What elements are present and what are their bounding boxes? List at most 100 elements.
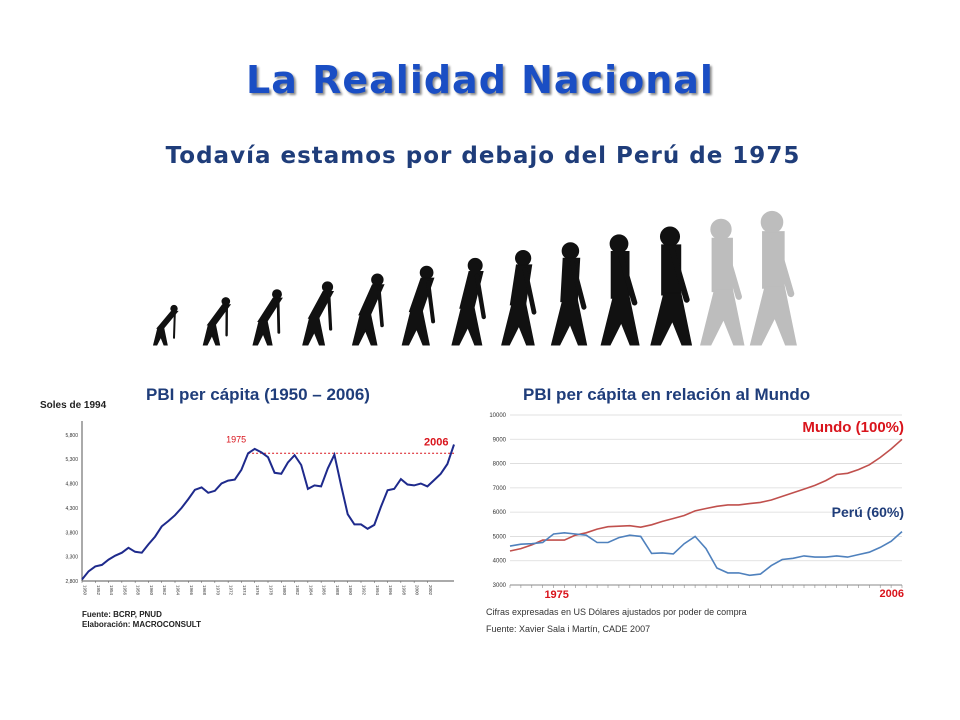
hominid-figure-icon xyxy=(401,265,436,346)
hominid-figure-icon xyxy=(252,289,283,346)
left-x-tick-label: 1970 xyxy=(215,585,220,596)
left-y-tick-label: 4,800 xyxy=(65,482,78,488)
hominid-figure-icon xyxy=(749,210,797,346)
left-x-tick-label: 1982 xyxy=(295,585,300,596)
left-x-tick-label: 1994 xyxy=(375,585,380,596)
figure-arm xyxy=(522,267,537,315)
left-x-tick-label: 1956 xyxy=(122,585,127,596)
page-subtitle: Todavía estamos por debajo del Perú de 1… xyxy=(165,143,801,169)
left-x-tick-label: 1952 xyxy=(96,585,101,596)
figure-head xyxy=(561,242,580,260)
figure-head xyxy=(710,218,732,241)
figure-arm xyxy=(173,312,176,339)
figure-head xyxy=(760,210,784,234)
left-x-tick-label: 1968 xyxy=(202,585,207,596)
figure-head xyxy=(321,281,334,293)
left-y-tick-label: 4,300 xyxy=(65,506,78,512)
annotation-1975: 1975 xyxy=(226,434,246,444)
figure-arm xyxy=(771,234,795,298)
left-x-tick-label: 1960 xyxy=(149,585,154,596)
hominid-figure-icon xyxy=(650,226,693,346)
left-chart-title: PBI per cápita (1950 – 2006) xyxy=(146,385,370,404)
annotation-2006: 2006 xyxy=(424,436,448,448)
right-y-tick-label: 8000 xyxy=(493,462,507,468)
figure-arm xyxy=(569,260,587,310)
human-evolution-silhouettes-icon xyxy=(152,210,797,346)
figure-legs xyxy=(600,295,640,346)
figure-head xyxy=(170,304,178,313)
figure-legs xyxy=(700,288,745,346)
figure-arm xyxy=(669,247,690,303)
figure-legs xyxy=(152,326,168,346)
hominid-figure-icon xyxy=(600,234,640,346)
page-title: La Realidad Nacional xyxy=(246,58,714,102)
left-y-tick-label: 3,300 xyxy=(65,555,78,561)
figure-head xyxy=(371,273,384,287)
left-y-axis-label: Soles de 1994 xyxy=(40,400,107,411)
left-x-tick-label: 1986 xyxy=(322,585,327,596)
figure-legs xyxy=(401,309,430,346)
figure-head xyxy=(272,289,282,300)
pbi-series-line xyxy=(81,444,455,581)
right-chart-title: PBI per cápita en relación al Mundo xyxy=(523,385,811,404)
pbi-per-capita-chart: Soles de 1994 2,800 3,300 3,800 4,300 4,800 5… xyxy=(40,400,455,629)
left-y-tick-label: 5,300 xyxy=(65,457,78,463)
figure-head xyxy=(609,234,629,254)
mundo-series-line xyxy=(509,438,903,552)
figure-legs xyxy=(451,306,483,346)
left-x-tick-label: 1962 xyxy=(162,585,167,596)
right-y-tick-label: 7000 xyxy=(493,486,507,492)
figure-arm xyxy=(327,293,333,331)
peru-series-label: Perú (60%) xyxy=(832,504,904,520)
left-x-tick-label: 1974 xyxy=(242,585,247,596)
left-x-tick-label: 1990 xyxy=(348,585,353,596)
left-x-tick-label: 1998 xyxy=(401,585,406,596)
left-x-tick-label: 1996 xyxy=(388,585,393,596)
hominid-figure-icon xyxy=(700,218,745,346)
left-x-tick-label: 1976 xyxy=(255,585,260,596)
left-source: Fuente: BCRP, PNUD xyxy=(82,610,162,619)
left-x-tick-label: 1992 xyxy=(362,585,367,596)
hominid-figure-icon xyxy=(202,297,232,346)
right-y-tick-label: 4000 xyxy=(493,559,507,565)
figure-legs xyxy=(202,323,221,346)
figure-head xyxy=(659,226,681,247)
annotation-1975: 1975 xyxy=(544,589,568,601)
hominid-figure-icon xyxy=(550,242,588,346)
figure-legs xyxy=(501,302,535,346)
figure-legs xyxy=(302,316,326,346)
left-x-tick-label: 1984 xyxy=(308,585,313,596)
figure-arm xyxy=(377,286,384,328)
right-y-tick-label: 3000 xyxy=(493,583,507,589)
hominid-figure-icon xyxy=(451,257,486,346)
left-x-tick-label: 1980 xyxy=(282,585,287,596)
figure-arm xyxy=(720,241,742,300)
left-x-tick-label: 1972 xyxy=(229,585,234,596)
right-note-source: Fuente: Xavier Sala i Martín, CADE 2007 xyxy=(486,624,650,634)
hominid-figure-icon xyxy=(351,273,385,346)
left-y-tick-label: 2,800 xyxy=(65,579,78,585)
figure-legs xyxy=(351,312,378,346)
right-note-units: Cifras expresadas en US Dólares ajustado… xyxy=(486,607,747,617)
figure-head xyxy=(514,250,532,267)
left-x-tick-label: 1966 xyxy=(189,585,194,596)
figure-head xyxy=(221,297,231,306)
hominid-figure-icon xyxy=(501,250,537,346)
left-x-tick-label: 1954 xyxy=(109,585,114,596)
left-x-tick-label: 2002 xyxy=(428,585,433,596)
figure-legs xyxy=(252,319,273,346)
left-x-tick-label: 1988 xyxy=(335,585,340,596)
hominid-figure-icon xyxy=(152,304,179,346)
left-credit: Elaboración: MACROCONSULT xyxy=(82,620,201,629)
left-x-tick-label: 1950 xyxy=(83,585,88,596)
pbi-relative-world-chart: 3000 4000 5000 6000 7000 8000 9000 10000 Mundo … xyxy=(486,413,904,634)
figure-legs xyxy=(550,299,588,346)
right-y-tick-label: 6000 xyxy=(493,510,507,516)
right-y-tick-label: 9000 xyxy=(493,437,507,443)
left-y-tick-label: 5,800 xyxy=(65,433,78,439)
figure-legs xyxy=(650,292,693,346)
right-y-tick-label: 10000 xyxy=(489,413,506,419)
left-x-tick-label: 1958 xyxy=(136,585,141,596)
peru-series-line xyxy=(509,531,903,577)
hominid-figure-icon xyxy=(302,281,335,346)
